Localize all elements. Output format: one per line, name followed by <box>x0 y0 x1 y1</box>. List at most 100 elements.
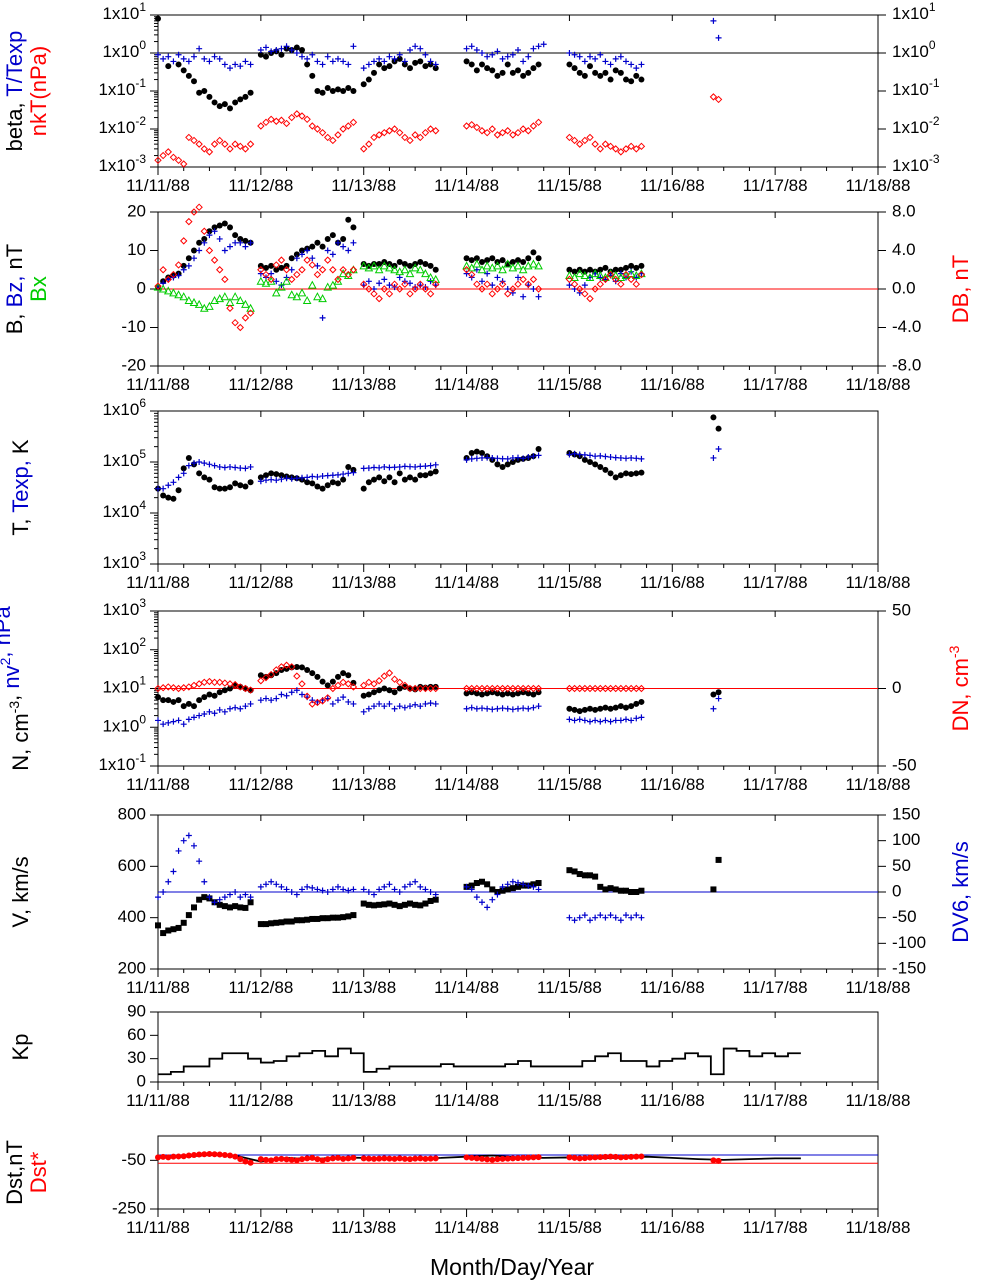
data-point <box>473 67 480 74</box>
data-point <box>313 270 322 279</box>
data-point <box>576 716 583 723</box>
data-point <box>638 714 645 721</box>
data-point <box>227 65 233 72</box>
data-point <box>407 900 413 907</box>
data-point <box>509 684 517 693</box>
data-point <box>155 717 161 724</box>
data-point <box>283 1156 290 1163</box>
data-point <box>638 887 645 894</box>
data-point <box>427 700 434 707</box>
data-point <box>196 858 203 865</box>
data-point <box>365 901 372 908</box>
data-point <box>473 448 480 455</box>
data-point <box>525 454 532 461</box>
data-point <box>602 58 609 65</box>
data-point <box>416 280 424 288</box>
data-point <box>514 128 522 137</box>
data-point <box>484 881 491 888</box>
data-point <box>628 889 635 895</box>
data-point <box>412 1155 419 1162</box>
data-point <box>396 274 403 281</box>
data-point <box>292 292 302 301</box>
data-point <box>180 465 187 472</box>
data-point <box>489 454 496 461</box>
data-point <box>299 247 305 254</box>
y-tick-label: 200 <box>118 958 146 977</box>
data-point <box>401 58 408 65</box>
data-point <box>590 269 600 278</box>
data-point <box>263 1156 269 1163</box>
data-point <box>335 697 341 704</box>
data-point <box>530 453 537 460</box>
data-point <box>566 914 573 921</box>
data-point <box>340 694 347 701</box>
data-point <box>504 684 512 693</box>
data-point <box>628 1153 635 1160</box>
data-point <box>479 899 485 906</box>
data-point <box>160 1153 167 1160</box>
data-point <box>304 916 311 923</box>
data-point <box>565 684 574 693</box>
data-point <box>535 61 542 68</box>
data-point <box>432 61 439 68</box>
data-point <box>581 706 588 713</box>
data-point <box>617 266 624 273</box>
data-point <box>345 463 352 470</box>
data-point <box>478 285 486 293</box>
data-point <box>227 484 233 491</box>
data-point <box>504 127 512 135</box>
y-tick-label: 600 <box>118 856 146 875</box>
data-point <box>587 1154 593 1161</box>
data-point <box>432 266 439 273</box>
series-kp-0 <box>158 1047 801 1076</box>
data-point <box>309 670 316 677</box>
data-point <box>498 684 507 693</box>
data-point <box>210 256 219 264</box>
data-point <box>499 691 506 698</box>
data-point <box>468 257 475 264</box>
y-tick-label: 60 <box>127 1025 146 1044</box>
data-point <box>236 683 244 691</box>
data-point <box>612 55 619 62</box>
data-point <box>268 470 275 477</box>
data-point <box>221 101 228 108</box>
data-point <box>463 255 470 262</box>
data-point <box>401 704 408 711</box>
data-point <box>165 63 172 70</box>
data-point <box>319 473 326 480</box>
data-point <box>386 53 393 60</box>
y2-tick-label: -8.0 <box>892 355 921 374</box>
data-point <box>231 318 239 327</box>
data-point <box>570 136 579 145</box>
data-point <box>263 264 269 271</box>
data-point <box>237 705 244 712</box>
data-point <box>386 900 393 907</box>
data-point <box>360 280 368 288</box>
data-point <box>407 280 413 287</box>
data-point <box>329 914 336 921</box>
data-point <box>415 265 425 274</box>
data-point <box>488 684 496 693</box>
data-point <box>612 1153 619 1160</box>
data-point <box>396 51 403 58</box>
data-point <box>155 15 161 22</box>
series-n-1 <box>155 687 722 728</box>
data-point <box>185 1152 192 1159</box>
data-point <box>566 61 573 68</box>
data-point <box>576 451 583 458</box>
y2-tick-label: 0 <box>892 881 901 900</box>
data-point <box>571 65 578 72</box>
data-point <box>226 304 234 312</box>
data-point <box>617 1154 624 1161</box>
data-point <box>405 269 415 278</box>
data-point <box>381 1155 388 1162</box>
data-point <box>529 259 538 268</box>
data-point <box>309 255 316 262</box>
data-point <box>169 153 178 162</box>
y-tick-label: 1x105 <box>102 447 146 470</box>
data-point <box>597 51 604 58</box>
data-point <box>426 125 435 133</box>
data-point <box>422 51 429 58</box>
data-point <box>396 703 403 710</box>
data-point <box>479 454 485 461</box>
